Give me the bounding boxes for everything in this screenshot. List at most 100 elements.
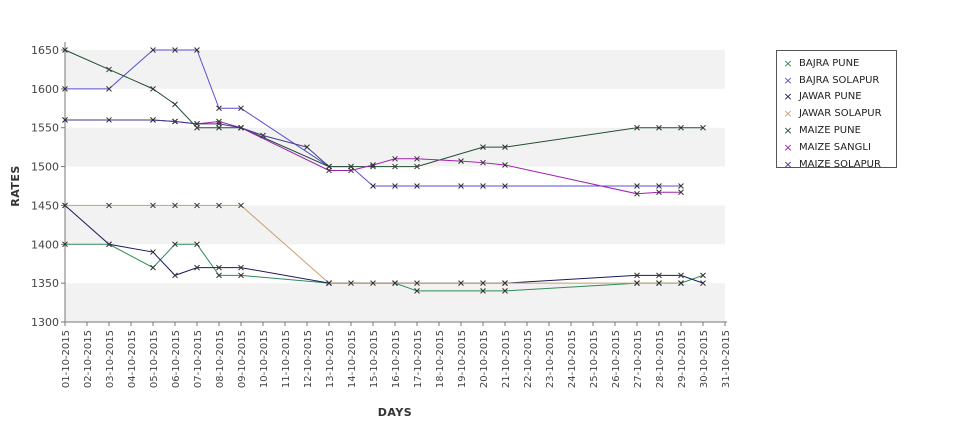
x-tick-label: 24-10-2015 [567, 330, 578, 388]
legend-label: MAIZE SANGLI [799, 141, 871, 153]
x-tick-label: 16-10-2015 [391, 330, 402, 388]
data-point-marker [370, 183, 376, 189]
data-point-marker [656, 189, 662, 196]
grid-band [65, 50, 725, 89]
x-tick-label: 28-10-2015 [655, 330, 666, 388]
x-tick-label: 09-10-2015 [237, 330, 248, 388]
data-point-marker [458, 280, 464, 286]
data-point-marker [392, 280, 398, 286]
legend-item: × JAWAR SOLAPUR [777, 105, 896, 122]
data-point-marker [172, 101, 178, 108]
data-point-marker [62, 86, 68, 92]
data-point-marker [106, 241, 112, 248]
data-point-marker [392, 155, 398, 162]
y-tick-label: 1300 [31, 316, 59, 329]
data-point-marker [172, 47, 178, 53]
data-point-marker [172, 202, 178, 209]
data-point-marker [370, 280, 376, 286]
data-point-marker [348, 280, 354, 286]
data-point-marker [656, 124, 662, 131]
x-tick-label: 26-10-2015 [611, 330, 622, 388]
data-point-marker [634, 190, 640, 197]
x-tick-label: 05-10-2015 [149, 330, 160, 388]
data-point-marker [172, 118, 178, 125]
data-point-marker [480, 280, 486, 286]
legend-label: MAIZE SOLAPUR [799, 158, 881, 170]
data-point-marker [216, 118, 222, 125]
legend-marker-icon: × [783, 56, 793, 70]
data-point-marker [634, 272, 640, 279]
data-point-marker [150, 202, 156, 209]
legend-label: BAJRA SOLAPUR [799, 74, 880, 86]
data-point-marker [238, 105, 244, 112]
data-point-marker [502, 280, 508, 286]
x-tick-label: 30-10-2015 [699, 330, 710, 388]
series-line [65, 49, 681, 187]
data-point-marker [172, 272, 178, 279]
legend-label: BAJRA PUNE [799, 57, 860, 69]
data-point-marker [656, 272, 662, 279]
data-point-marker [62, 241, 68, 248]
data-point-marker [480, 159, 486, 166]
x-tick-label: 03-10-2015 [105, 330, 116, 388]
grid-band [65, 283, 725, 322]
x-tick-label: 01-10-2015 [61, 330, 72, 388]
data-point-marker [634, 183, 640, 189]
data-point-marker [216, 264, 222, 271]
y-tick-label: 1450 [31, 199, 59, 212]
legend-marker-icon: × [783, 107, 793, 121]
data-point-marker [392, 163, 398, 170]
x-tick-label: 19-10-2015 [457, 330, 468, 388]
data-point-marker [480, 183, 486, 189]
series-line [65, 119, 330, 167]
y-tick-label: 1350 [31, 277, 59, 290]
data-point-marker [106, 117, 112, 123]
data-point-marker [106, 202, 112, 209]
y-tick-label: 1650 [31, 44, 59, 57]
x-tick-label: 25-10-2015 [589, 330, 600, 388]
data-point-marker [150, 264, 156, 271]
x-tick-label: 31-10-2015 [721, 330, 732, 388]
data-point-marker [326, 280, 332, 286]
x-tick-label: 13-10-2015 [325, 330, 336, 388]
data-point-marker [678, 183, 684, 189]
legend-item: × MAIZE SOLAPUR [777, 156, 896, 173]
data-point-marker [62, 117, 68, 123]
data-point-marker [348, 167, 354, 174]
y-tick-label: 1500 [31, 161, 59, 174]
x-axis-title: DAYS [378, 406, 412, 419]
data-point-marker [194, 47, 200, 53]
y-tick-label: 1600 [31, 83, 59, 96]
series-maize-pune [62, 47, 706, 170]
data-point-marker [678, 189, 684, 196]
legend-marker-icon: × [783, 140, 793, 154]
data-point-marker [458, 158, 464, 164]
x-tick-label: 11-10-2015 [281, 330, 292, 388]
data-point-marker [678, 272, 684, 279]
data-point-marker [238, 264, 244, 271]
data-point-marker [480, 144, 486, 150]
data-point-marker [150, 86, 156, 92]
legend-marker-icon: × [783, 90, 793, 104]
x-tick-label: 29-10-2015 [677, 330, 688, 388]
legend-item: × BAJRA SOLAPUR [777, 72, 896, 89]
legend-item: × JAWAR PUNE [777, 89, 896, 106]
data-point-marker [326, 163, 332, 170]
data-point-marker [106, 66, 112, 73]
data-point-marker [238, 124, 244, 131]
data-point-marker [194, 202, 200, 209]
data-point-marker [414, 163, 420, 170]
data-point-marker [700, 124, 706, 131]
x-tick-label: 07-10-2015 [193, 330, 204, 388]
data-point-marker [502, 288, 508, 294]
data-point-marker [150, 117, 156, 123]
x-tick-label: 27-10-2015 [633, 330, 644, 388]
data-point-marker [634, 124, 640, 131]
x-tick-label: 22-10-2015 [523, 330, 534, 388]
data-point-marker [260, 132, 266, 139]
legend-label: MAIZE PUNE [799, 125, 861, 137]
data-point-marker [216, 202, 222, 209]
x-tick-label: 12-10-2015 [303, 330, 314, 388]
series-maize-solapur [62, 117, 332, 170]
x-tick-label: 10-10-2015 [259, 330, 270, 388]
